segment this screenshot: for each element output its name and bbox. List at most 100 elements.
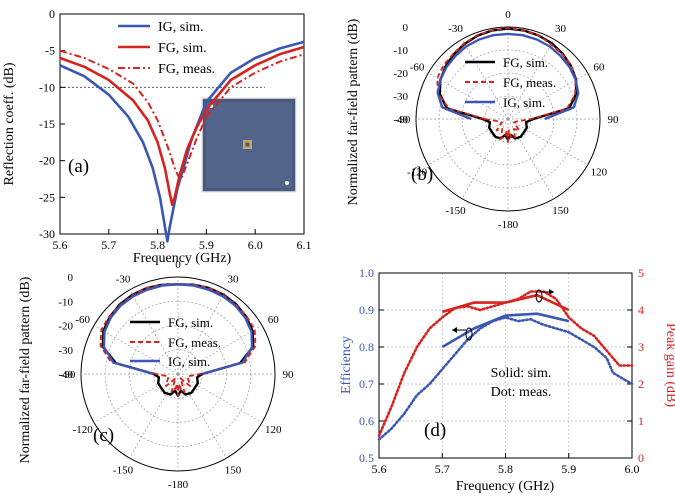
y-tick-label: -10 — [39, 80, 55, 94]
efficiency-marker-circle — [465, 327, 473, 341]
polar-grid-spoke — [177, 373, 227, 459]
radial-tick-label: -30 — [393, 91, 408, 103]
a-legend: IG, sim. FG, sim. FG, meas. — [118, 20, 215, 77]
angle-label: 0 — [175, 259, 181, 271]
y2-tick-label: 0 — [638, 451, 644, 465]
legend-label: IG, sim. — [158, 20, 204, 35]
y-tick-label: -15 — [39, 117, 55, 131]
polar-grid-spoke — [129, 373, 179, 459]
y-tick-label: 0.8 — [359, 340, 374, 354]
x-tick-label: 5.6 — [372, 462, 387, 476]
x-tick-label: 5.7 — [101, 238, 116, 252]
y-tick-label: -30 — [39, 227, 55, 241]
y2-tick-label: 5 — [638, 266, 644, 280]
legend-label: IG, sim. — [168, 354, 210, 369]
d-y-axis-title: Efficiency — [339, 336, 354, 394]
radial-tick-label: -20 — [393, 68, 408, 80]
d-y2-axis-title: Peak gain (dB) — [663, 323, 675, 407]
polar-grid-spoke — [507, 39, 555, 120]
polar-grid-spoke — [428, 118, 509, 166]
series-line-0 — [441, 312, 570, 349]
d-x-axis-title: Frequency (GHz) — [456, 479, 555, 494]
polar-grid-spoke — [93, 325, 179, 375]
x-tick-label: 5.8 — [498, 462, 513, 476]
radial-tick-label: 0 — [68, 272, 74, 284]
angle-label: 30 — [228, 274, 240, 286]
a-y-axis-title: Reflection coeff. (dB) — [2, 62, 17, 185]
angle-label: -30 — [448, 23, 463, 35]
angle-label: -150 — [113, 464, 134, 476]
panel-c: 0 -10 -20 -30 -40 0 30 60 90 120 150 -180 -150 -120 -9… — [18, 259, 294, 491]
polar-grid-spoke — [461, 39, 509, 120]
a-x-axis-title: Frequency (GHz) — [133, 251, 232, 266]
legend-label: FG, sim. — [158, 41, 207, 56]
polar-grid-spoke — [177, 373, 263, 423]
c-legend: FG, sim. FG, meas. IG, sim. — [130, 315, 221, 369]
x-tick-label: 5.8 — [150, 238, 165, 252]
series-line-1 — [377, 316, 634, 441]
gain-marker-circle — [535, 289, 543, 303]
angle-label: -30 — [116, 274, 131, 286]
polar-series-2 — [102, 283, 254, 376]
angle-label: -90 — [396, 114, 411, 126]
x-tick-label: 5.6 — [53, 238, 68, 252]
d-annotation-sim: Solid: sim. — [491, 366, 552, 381]
legend-label: FG, sim. — [168, 315, 213, 330]
y2-tick-label: 4 — [638, 303, 644, 317]
y2-tick-label: 1 — [638, 414, 644, 428]
polar-grid-spoke — [129, 289, 179, 375]
y-tick-label: 1.0 — [359, 266, 374, 280]
polar-grid-spoke — [177, 325, 263, 375]
series-line-2 — [59, 49, 305, 180]
efficiency-arrowhead — [452, 327, 457, 333]
legend-label: FG, meas. — [168, 335, 221, 350]
x-tick-label: 5.9 — [561, 462, 576, 476]
angle-label: -150 — [445, 205, 466, 217]
angle-label: 120 — [591, 167, 608, 179]
angle-label: 90 — [283, 369, 295, 381]
y-tick-label: 0.7 — [359, 377, 374, 391]
polar-grid-spoke — [461, 118, 509, 199]
y2-tick-label: 2 — [638, 377, 644, 391]
radial-tick-label: -20 — [58, 321, 73, 333]
radial-tick-label: 0 — [403, 22, 409, 34]
y-tick-label: 0.9 — [359, 303, 374, 317]
legend-label: FG, sim. — [503, 55, 548, 70]
x-tick-label: 6.0 — [625, 462, 640, 476]
angle-label: 30 — [555, 23, 567, 35]
angle-label: 60 — [268, 314, 280, 326]
angle-label: -180 — [168, 479, 189, 491]
y-tick-label: -25 — [39, 190, 55, 204]
angle-label: -60 — [410, 62, 425, 74]
y-tick-label: 0.5 — [359, 451, 374, 465]
panel-d: 5.6 5.7 5.8 5.9 6.00.50.60.70.80.91.0012345 … — [339, 266, 675, 494]
series-line-1 — [59, 45, 305, 206]
angle-label: -180 — [498, 219, 519, 231]
panel-label: (b) — [411, 164, 433, 185]
angle-label: -120 — [407, 167, 428, 179]
antenna-photo-slot — [245, 142, 250, 147]
antenna-photo-screw — [285, 181, 289, 185]
polar-grid-circle — [415, 26, 601, 212]
y2-tick-label: 3 — [638, 340, 644, 354]
y-tick-label: -5 — [45, 44, 55, 58]
angle-label: 150 — [552, 205, 569, 217]
x-tick-label: 5.9 — [199, 238, 214, 252]
radial-tick-label: -40 — [393, 114, 408, 126]
y-tick-label: -20 — [39, 154, 55, 168]
angle-label: 60 — [593, 62, 605, 74]
b-legend: FG, sim. FG, meas. IG, sim. — [465, 55, 556, 110]
x-tick-label: 6.1 — [297, 238, 312, 252]
d-annotation-meas: Dot: meas. — [491, 385, 552, 400]
radial-tick-label: -40 — [58, 369, 73, 381]
polar-grid-spoke — [93, 373, 179, 423]
radial-tick-label: -30 — [58, 345, 73, 357]
panel-b: 0 -10 -20 -30 -40 0 30 60 90 120 150 -180 -150 -120 -9… — [346, 9, 619, 231]
panel-label: (d) — [424, 420, 446, 441]
legend-label: IG, sim. — [503, 95, 545, 110]
polar-grid-spoke — [177, 289, 227, 375]
panel-a: 5.6 5.7 5.8 5.9 6.0 6.1 0 -5 -10 -15 -20 -25 -30 IG,… — [2, 7, 312, 266]
angle-label: 150 — [225, 464, 242, 476]
angle-label: 120 — [265, 424, 282, 436]
